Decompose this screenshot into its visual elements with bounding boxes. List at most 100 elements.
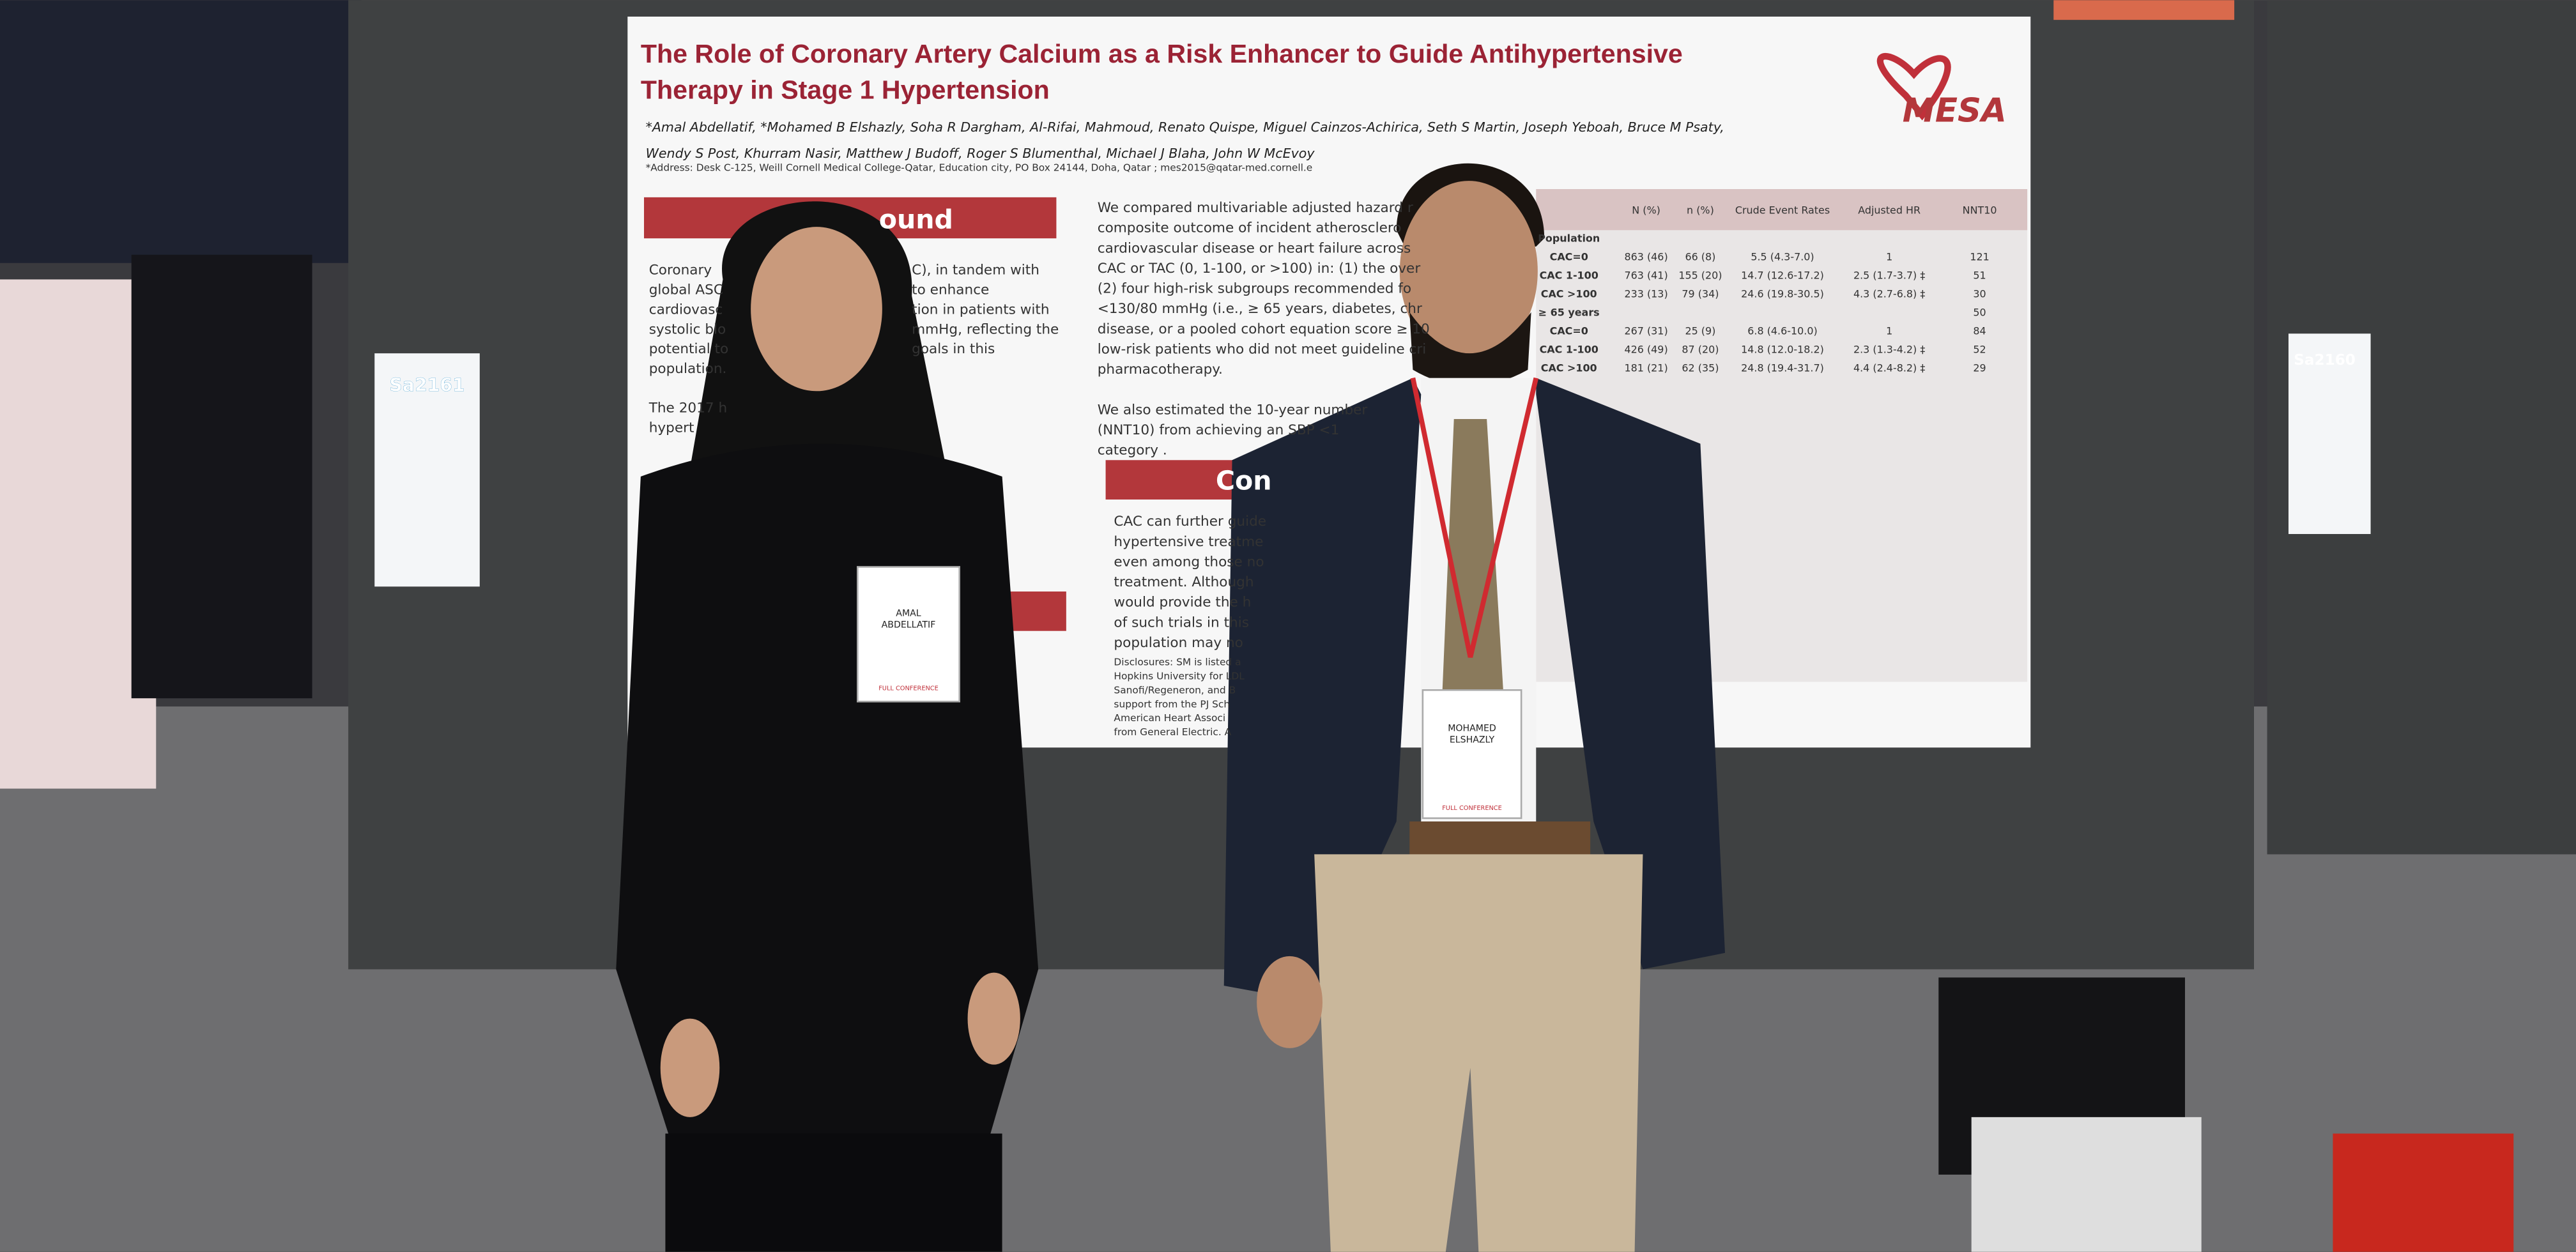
background-text: goals in this xyxy=(912,341,995,357)
table-cell: 4.4 (2.4-8.2) ‡ xyxy=(1853,362,1925,374)
table-cell: CAC >100 xyxy=(1541,287,1597,300)
conclusions-text: would provide the h xyxy=(1114,595,1251,611)
hand xyxy=(660,1018,720,1117)
background-text: systolic blo xyxy=(649,321,726,337)
background-text: mmHg, reflecting the xyxy=(912,321,1059,337)
background-text: potential to xyxy=(649,341,729,357)
lanyard xyxy=(1410,377,1539,658)
table-cell: CAC 1-100 xyxy=(1540,269,1598,281)
table-cell: 79 (34) xyxy=(1682,287,1719,300)
disclosures-text: support from the PJ Sch xyxy=(1114,698,1230,710)
hand xyxy=(967,972,1020,1065)
face xyxy=(751,227,882,392)
table-cell: CAC=0 xyxy=(1550,250,1588,263)
logo-text: MESA xyxy=(1903,92,2007,130)
red-bag xyxy=(2333,1133,2514,1252)
table-cell: 763 (41) xyxy=(1624,269,1667,281)
table-cell: 14.8 (12.0-18.2) xyxy=(1741,344,1824,356)
table-cell: 50 xyxy=(1973,307,1986,319)
table-header: N (%) xyxy=(1632,204,1660,217)
table-cell: 267 (31) xyxy=(1624,325,1667,337)
methods-text: (2) four high-risk subgroups recommended… xyxy=(1098,281,1411,297)
jacket-left xyxy=(1223,378,1422,1002)
section-heading: Con xyxy=(1216,466,1272,496)
logo-heart xyxy=(1876,53,1951,121)
methods-text: category . xyxy=(1098,443,1167,459)
methods-text: low-risk patients who did not meet guide… xyxy=(1098,341,1427,357)
poster-title: The Role of Coronary Artery Calcium as a… xyxy=(641,39,1683,68)
table-cell: 2.5 (1.7-3.7) ‡ xyxy=(1853,269,1925,281)
table-cell: 51 xyxy=(1973,269,1986,281)
conclusions-text: CAC can further guide xyxy=(1114,514,1266,530)
conclusions-text: population may no xyxy=(1114,635,1243,651)
jacket-right xyxy=(1536,378,1725,970)
table-cell: 1 xyxy=(1886,250,1892,263)
trousers xyxy=(1314,854,1643,1252)
conclusions-text: hypertensive treatme xyxy=(1114,534,1263,550)
sign-card xyxy=(374,353,480,587)
badge-name: MOHAMED xyxy=(1448,724,1496,734)
table-cell: 863 (46) xyxy=(1624,250,1667,263)
person-woman xyxy=(616,201,1039,1252)
table-header: NNT10 xyxy=(1963,204,1997,217)
background-text: hypert xyxy=(649,420,694,436)
disclosures-text: Hopkins University for LDL xyxy=(1114,671,1245,682)
banner-strip xyxy=(2053,0,2235,20)
methods-text: cardiovascular disease or heart failure … xyxy=(1098,240,1411,256)
table-cell: 29 xyxy=(1973,362,1986,374)
person-man xyxy=(1223,163,1725,1252)
background-text: The 2017 h xyxy=(648,401,727,416)
background-text: Coronary xyxy=(649,263,712,279)
conclusions-text: treatment. Although xyxy=(1114,574,1254,590)
methods-text: CAC or TAC (0, 1-100, or >100) in: (1) t… xyxy=(1098,261,1421,277)
badge xyxy=(1422,689,1522,820)
badge-name: ABDELLATIF xyxy=(882,620,936,630)
face xyxy=(1399,181,1538,362)
methods-text: We also estimated the 10-year number xyxy=(1098,402,1368,418)
badge xyxy=(857,566,960,703)
background-text: to enhance xyxy=(912,282,989,298)
table-cell: CAC 1-100 xyxy=(1540,344,1598,356)
ceiling xyxy=(0,0,362,263)
sign-number: Sa2161 xyxy=(390,374,465,395)
background-text: global ASC xyxy=(649,282,723,298)
methods-text: (NNT10) from achieving an SBP <1 xyxy=(1098,422,1340,438)
table-cell: CAC >100 xyxy=(1541,362,1597,374)
badge-tag: FULL CONFERENCE xyxy=(1442,805,1502,812)
table-cell: 66 (8) xyxy=(1685,250,1715,263)
table-cell: 84 xyxy=(1973,325,1986,337)
methods-text: composite outcome of incident atheroscle… xyxy=(1098,220,1402,236)
hand xyxy=(1257,956,1322,1048)
background-text: tion in patients with xyxy=(912,302,1049,317)
disclosures-text: Sanofi/Regeneron, and B xyxy=(1114,684,1236,696)
poster-address: *Address: Desk C-125, Weill Cornell Medi… xyxy=(646,162,1313,174)
table-cell: 24.6 (19.8-30.5) xyxy=(1741,287,1824,300)
badge-tag: FULL CONFERENCE xyxy=(878,685,939,692)
booth-banner xyxy=(0,279,157,789)
methods-text: <130/80 mmHg (i.e., ≥ 65 years, diabetes… xyxy=(1098,301,1422,317)
sign-card xyxy=(2288,333,2371,534)
methods-text: pharmacotherapy. xyxy=(1098,362,1223,378)
badge-name: AMAL xyxy=(896,609,921,619)
table-cell: CAC=0 xyxy=(1550,325,1588,337)
disclosures-text: American Heart Associ xyxy=(1114,712,1225,724)
texts: The Role of Coronary Artery Calcium as a… xyxy=(389,39,2355,812)
table-cell: 5.5 (4.3-7.0) xyxy=(1751,250,1814,263)
table-cell: 62 (35) xyxy=(1682,362,1719,374)
methods-text: We compared multivariable adjusted hazar… xyxy=(1098,200,1413,216)
conclusions-text: of such trials in this xyxy=(1114,615,1249,630)
booth-wall xyxy=(131,254,312,699)
table-cell: 1 xyxy=(1886,325,1892,337)
background-text: cardiovasc xyxy=(649,302,723,317)
beard xyxy=(1409,312,1531,386)
skirt xyxy=(665,1133,1002,1252)
table-cell: 30 xyxy=(1973,287,1986,300)
table-cell: 25 (9) xyxy=(1685,325,1715,337)
table-header: Crude Event Rates xyxy=(1735,204,1830,217)
table-cell: 4.3 (2.7-6.8) ‡ xyxy=(1853,287,1925,300)
table-cell: 52 xyxy=(1973,344,1986,356)
table-cell: 233 (13) xyxy=(1624,287,1667,300)
table-cell: Population xyxy=(1538,232,1600,244)
table-header-band xyxy=(1536,189,2028,231)
